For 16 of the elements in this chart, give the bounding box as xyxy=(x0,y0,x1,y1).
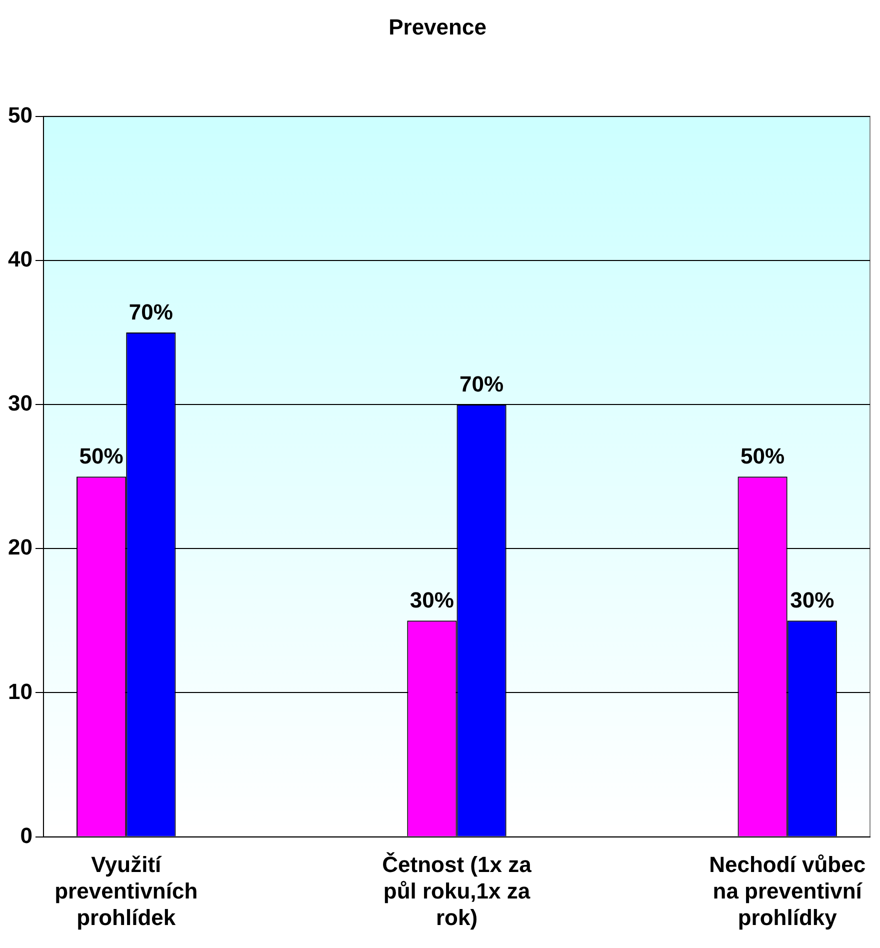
annotation: 50% xyxy=(740,444,785,469)
x-tick-label: Četnost (1x za půl roku,1x za rok) xyxy=(382,852,532,930)
x-tick-label: Využití preventivních prohlídek xyxy=(54,852,198,930)
y-tick-label: 0 xyxy=(20,822,32,848)
y-tick-label: 50 xyxy=(8,102,32,128)
annotation: 50% xyxy=(79,444,124,469)
annotation: 30% xyxy=(410,588,454,613)
annotation: 30% xyxy=(790,588,834,613)
annotation: 70% xyxy=(128,300,173,325)
annotation: 70% xyxy=(460,372,504,397)
x-tick-label: Nechodí vůbec na preventivní prohlídky xyxy=(709,852,866,930)
y-tick-label: 10 xyxy=(8,678,32,704)
y-tick-label: 30 xyxy=(8,390,32,416)
y-tick-label: 40 xyxy=(8,246,32,272)
y-tick-label: 20 xyxy=(8,534,32,560)
chart-title: Prevence xyxy=(388,14,486,40)
